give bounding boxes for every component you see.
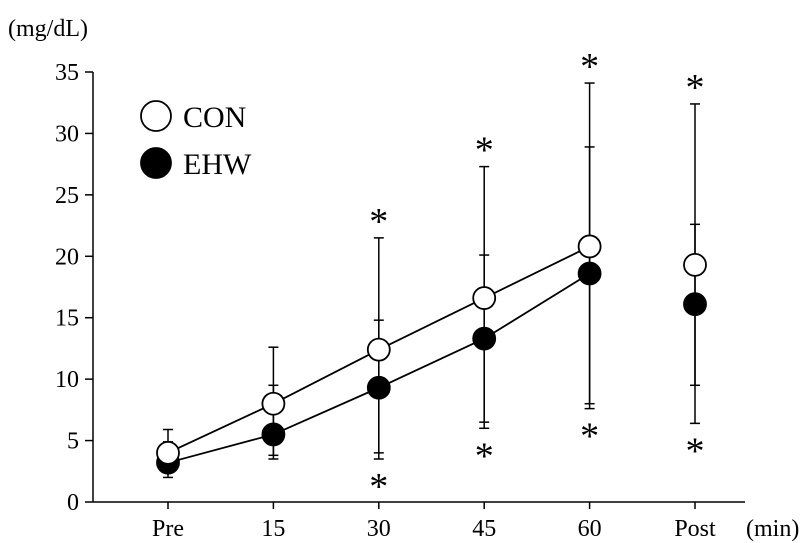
point-ehw [577,261,602,286]
significance-star-upper: * [369,201,388,243]
point-con [683,252,707,277]
significance-star-upper: * [686,67,705,109]
y-axis-label: (mg/dL) [8,16,88,42]
point-ehw [366,375,391,400]
point-ehw [683,292,707,317]
y-tick-label: 25 [55,183,79,209]
legend-marker-con [140,100,172,132]
legend: CON EHW [140,100,252,181]
y-tick-label: 30 [55,121,79,147]
significance-star-lower: * [475,435,494,477]
point-con [577,234,602,259]
y-tick-label: 35 [55,60,79,86]
point-ehw [261,422,286,447]
x-tick-label: 45 [472,516,496,542]
x-tick-label: Pre [152,516,184,542]
y-tick-label: 0 [67,490,79,516]
data-points [156,234,707,475]
point-con [156,440,180,465]
point-con [366,337,391,362]
axes: 0 5 10 15 20 25 30 35 Pre 15 30 45 60 Post (mg/dL) (min… [8,16,799,542]
y-tick-label: 20 [55,244,79,270]
x-tick-label: 30 [367,516,391,542]
y-tick-label: 5 [67,429,79,455]
point-ehw [472,326,497,351]
legend-label-ehw: EHW [183,148,252,181]
significance-star-lower: * [369,466,388,508]
legend-label-con: CON [183,101,246,134]
significance-markers: * * * * * * * * [369,46,704,508]
legend-marker-ehw [140,147,172,179]
y-tick-label: 15 [55,306,79,332]
significance-star-lower: * [686,430,705,472]
point-con [261,391,286,416]
significance-star-upper: * [580,46,599,88]
significance-star-upper: * [475,130,494,172]
x-tick-label: 15 [261,516,285,542]
significance-star-lower: * [580,416,599,458]
x-tick-label: 60 [578,516,602,542]
x-axis-label: (min) [746,516,799,542]
x-tick-label: Post [674,516,716,542]
y-tick-label: 10 [55,367,79,393]
point-con [472,286,497,310]
